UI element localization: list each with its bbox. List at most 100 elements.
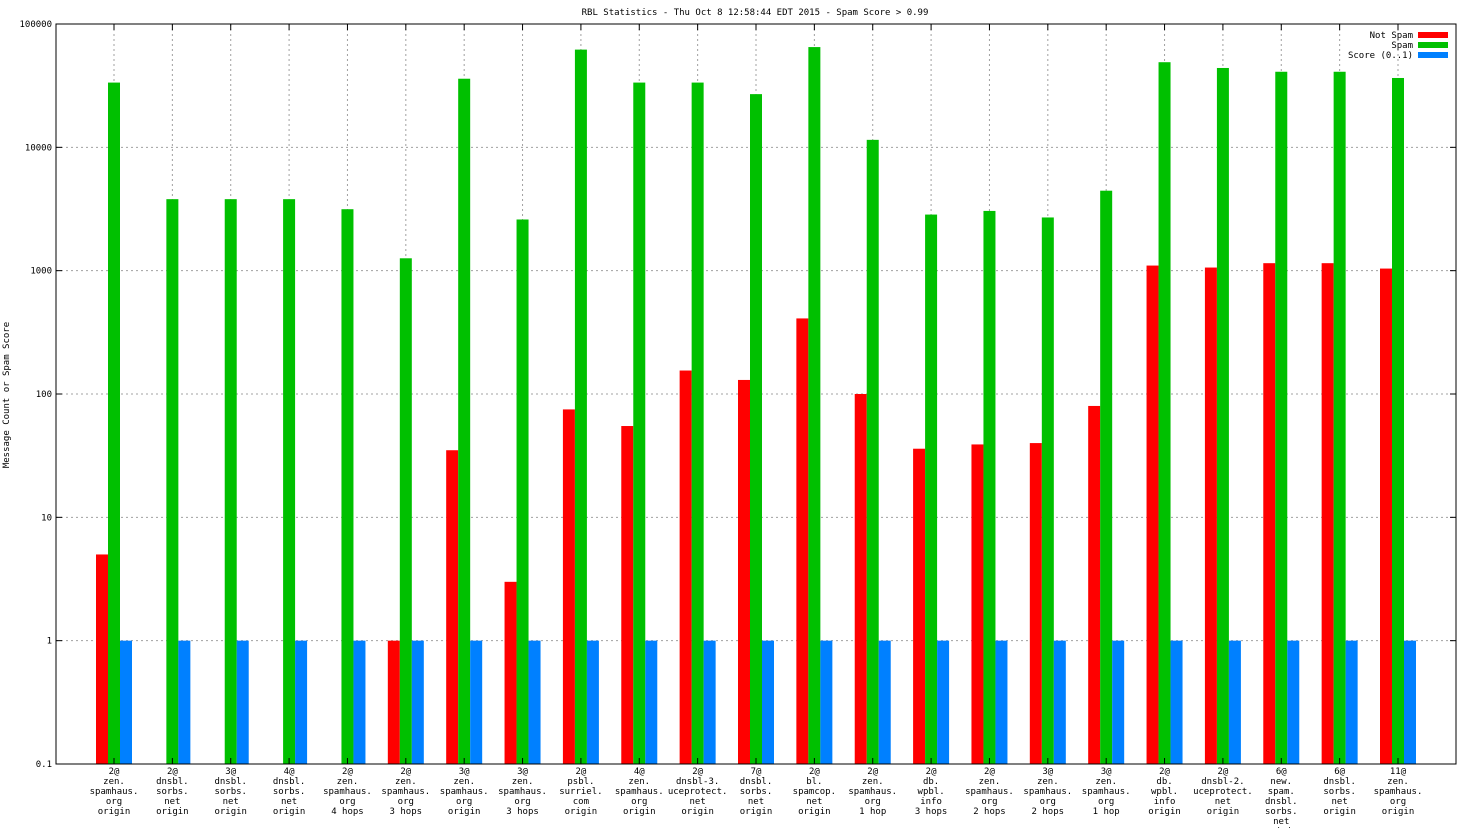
- bar-not-spam: [621, 426, 634, 764]
- x-tick-label-line: org: [1390, 797, 1406, 807]
- x-tick-label-line: spamhaus.: [1023, 787, 1072, 797]
- bar-spam: [750, 94, 762, 764]
- bar-score-0-1: [470, 640, 483, 764]
- bar-spam: [224, 199, 237, 764]
- x-tick-label: 2@ bl. spamcop. net origin: [793, 767, 836, 817]
- bar-not-spam: [1146, 265, 1159, 764]
- x-tick-label: 3@ zen. spamhaus. org 1 hop: [1082, 767, 1131, 817]
- x-tick-label: 3@ zen. spamhaus. org 3 hops: [498, 767, 547, 817]
- y-tick-label: 100: [36, 390, 52, 400]
- bar-score-0-1: [528, 640, 541, 764]
- bar-spam: [516, 219, 529, 764]
- x-tick-label-line: dnsbl.: [1323, 777, 1356, 787]
- y-tick-label: 10: [41, 513, 52, 523]
- y-tick-label: 1: [47, 637, 52, 647]
- bar-not-spam: [854, 394, 867, 764]
- x-tick-label-line: zen.: [512, 777, 534, 787]
- x-tick-label-line: 2@: [1159, 767, 1170, 777]
- bar-score-0-1: [411, 640, 424, 764]
- x-tick-label-line: org: [1098, 797, 1114, 807]
- chart-title: RBL Statistics - Thu Oct 8 12:58:44 EDT …: [582, 8, 929, 18]
- x-tick-label-line: origin: [623, 807, 656, 817]
- x-tick-label-line: net: [164, 797, 180, 807]
- bar-spam: [1041, 217, 1054, 764]
- x-tick-label-line: zen.: [979, 777, 1001, 787]
- x-tick-label-line: org: [1040, 797, 1056, 807]
- x-tick-label-line: net: [223, 797, 239, 807]
- x-tick-label-line: spamhaus.: [323, 787, 372, 797]
- bar-not-spam: [1263, 263, 1276, 764]
- x-tick-label-line: 4 hops: [331, 807, 364, 817]
- x-tick-label: 2@ db. wpbl. info origin: [1148, 767, 1181, 817]
- x-tick-label-line: origin: [1382, 807, 1415, 817]
- x-tick-label-line: net: [806, 797, 822, 807]
- bar-score-0-1: [703, 640, 716, 764]
- bar-spam: [399, 258, 412, 764]
- x-tick-label-line: origin: [1323, 807, 1356, 817]
- bar-score-0-1: [645, 640, 658, 764]
- bar-spam: [866, 139, 879, 764]
- x-tick-label: 2@ zen. spamhaus. org origin: [90, 767, 139, 817]
- legend-label: Spam: [1391, 41, 1413, 51]
- x-tick-label-line: dnsbl-2.: [1201, 777, 1244, 787]
- bar-score-0-1: [1345, 640, 1358, 764]
- x-tick-label-line: 2 hops: [1032, 807, 1065, 817]
- bar-spam: [983, 210, 996, 765]
- legend-swatch: [1418, 32, 1448, 38]
- bar-not-spam: [971, 444, 984, 764]
- x-tick-label-line: 2 hops: [973, 807, 1006, 817]
- x-tick-label-line: origin: [156, 807, 189, 817]
- bar-score-0-1: [1170, 640, 1183, 764]
- x-tick-label: 2@ dnsbl. sorbs. net origin: [156, 767, 189, 817]
- x-tick-label-line: net: [1215, 797, 1231, 807]
- x-tick-label-line: zen.: [1387, 777, 1409, 787]
- bar-score-0-1: [178, 640, 191, 764]
- x-tick-label-line: org: [631, 797, 647, 807]
- x-tick-label: 2@ zen. spamhaus. org 2 hops: [965, 767, 1014, 817]
- x-tick-label-line: com: [573, 797, 589, 807]
- x-tick-label-line: spamhaus.: [848, 787, 897, 797]
- x-tick-label: 7@ dnsbl. sorbs. net origin: [740, 767, 773, 817]
- x-tick-label-line: org: [398, 797, 414, 807]
- x-tick-label-line: dnsbl.: [1265, 797, 1298, 807]
- x-tick-label-line: bl.: [806, 777, 822, 787]
- x-tick-label: 2@ dnsbl-2. uceprotect. net origin: [1193, 767, 1253, 817]
- x-tick-label-line: zen.: [628, 777, 650, 787]
- x-tick-label-line: sorbs.: [740, 787, 773, 797]
- x-tick-label-line: db.: [1156, 777, 1172, 787]
- bar-score-0-1: [1404, 640, 1416, 764]
- x-tick-label-line: 3@: [1042, 767, 1053, 777]
- x-tick-label-line: 2@: [809, 767, 820, 777]
- bar-score-0-1: [353, 640, 366, 764]
- x-tick-label-line: spamhaus.: [965, 787, 1014, 797]
- x-tick-label-line: 6@: [1334, 767, 1345, 777]
- x-tick-label-line: 7@: [751, 767, 762, 777]
- x-tick-label-line: 3@: [517, 767, 528, 777]
- bar-spam: [1275, 71, 1288, 765]
- bar-not-spam: [1380, 268, 1392, 764]
- x-tick-label-line: dnsbl-3.: [676, 777, 719, 787]
- bar-spam: [341, 209, 354, 764]
- x-tick-label-line: 2@: [1217, 767, 1228, 777]
- x-tick-label-line: origin: [214, 807, 247, 817]
- x-tick-label: 6@ dnsbl. sorbs. net origin: [1323, 767, 1356, 817]
- x-tick-label-line: uceprotect.: [1193, 787, 1253, 797]
- x-tick-label-line: dnsbl.: [740, 777, 773, 787]
- x-tick-label-line: 2@: [867, 767, 878, 777]
- legend-swatch: [1418, 52, 1448, 58]
- x-tick-label: 4@ zen. spamhaus. org origin: [615, 767, 664, 817]
- bar-not-spam: [1088, 405, 1101, 764]
- x-tick-label-line: spamhaus.: [440, 787, 489, 797]
- x-tick-label-line: 2@: [984, 767, 995, 777]
- x-tick-label-line: surriel.: [559, 787, 602, 797]
- x-tick-label-line: 6@: [1276, 767, 1287, 777]
- x-tick-label-line: origin: [565, 807, 598, 817]
- x-tick-label-line: 2@: [109, 767, 120, 777]
- bar-spam: [633, 82, 646, 764]
- bar-spam: [1333, 71, 1346, 765]
- x-tick-label-line: zen.: [1037, 777, 1059, 787]
- x-tick-label-line: origin: [273, 807, 306, 817]
- bar-not-spam: [504, 581, 517, 764]
